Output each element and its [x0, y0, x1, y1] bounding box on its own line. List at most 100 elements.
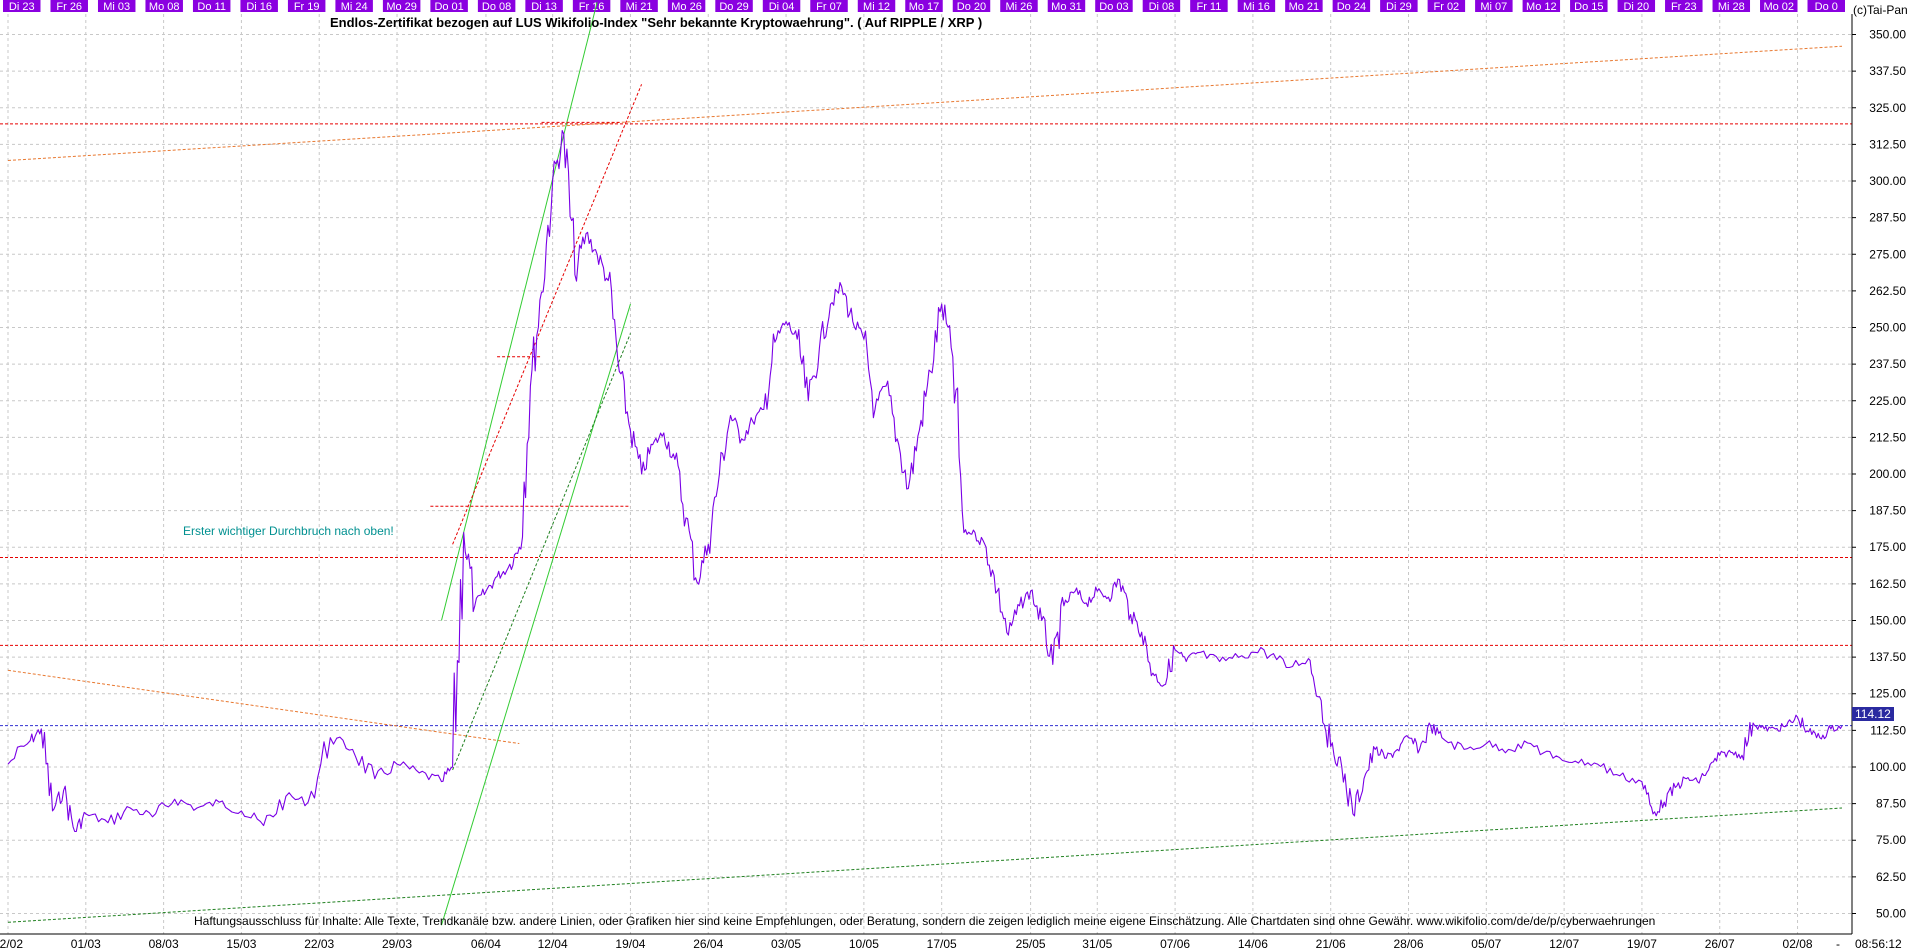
top-date-box	[477, 0, 516, 12]
top-date-label: Mi 24	[341, 1, 368, 13]
top-date-box	[145, 0, 183, 12]
top-date-box	[525, 0, 563, 12]
x-tick-label: 14/06	[1238, 937, 1268, 951]
clock-label: 08:56:12	[1855, 937, 1902, 951]
top-date-label: Mi 03	[103, 1, 130, 13]
top-date-label: Di 16	[246, 1, 272, 13]
y-tick-label: 175.00	[1869, 540, 1906, 554]
top-date-box	[1427, 0, 1466, 12]
top-date-box	[810, 0, 848, 12]
disclaimer-text: Haftungsausschluss für Inhalte: Alle Tex…	[194, 914, 1655, 928]
top-date-label: Fr 19	[294, 1, 320, 13]
y-tick-label: 275.00	[1869, 247, 1906, 261]
x-tick-label: 19/07	[1627, 937, 1657, 951]
y-tick-label: 237.50	[1869, 357, 1906, 371]
top-date-box	[1047, 0, 1086, 12]
top-date-box	[572, 0, 611, 12]
top-date-box	[1522, 0, 1561, 12]
top-date-box	[952, 0, 991, 12]
top-date-label: Di 08	[1149, 1, 1175, 13]
top-date-label: Do 29	[719, 1, 748, 13]
y-tick-label: 300.00	[1869, 174, 1906, 188]
y-tick-label: 225.00	[1869, 394, 1906, 408]
top-date-label: Di 13	[531, 1, 557, 13]
x-tick-label: 17/05	[927, 937, 957, 951]
top-date-label: Fr 16	[579, 1, 605, 13]
x-tick-label: 12/07	[1549, 937, 1579, 951]
last-price-box	[1852, 707, 1894, 721]
y-tick-label: 325.00	[1869, 101, 1906, 115]
top-date-label: Mo 29	[386, 1, 417, 13]
trend-line	[452, 333, 631, 771]
top-date-box	[287, 0, 326, 12]
top-date-box	[1380, 0, 1418, 12]
y-tick-label: 350.00	[1869, 28, 1906, 42]
x-tick-label: 29/03	[382, 937, 412, 951]
trend-line	[441, 303, 631, 926]
top-date-label: Fr 26	[56, 1, 82, 13]
top-date-box	[1807, 0, 1845, 12]
top-date-label: Mo 21	[1289, 1, 1320, 13]
top-date-box	[905, 0, 943, 12]
annotation-label: Erster wichtiger Durchbruch nach oben!	[183, 524, 394, 538]
y-tick-label: 87.50	[1876, 797, 1906, 811]
y-tick-label: 187.50	[1869, 504, 1906, 518]
x-tick-label: 21/06	[1316, 937, 1346, 951]
top-date-box	[3, 0, 41, 12]
y-tick-label: 112.50	[1870, 723, 1906, 737]
top-date-label: Di 20	[1623, 1, 1649, 13]
y-axis: 50.00 62.50 75.00 87.50 100.00 112.50 125.00 13…	[1851, 14, 1906, 934]
x-tick-label: 07/06	[1160, 937, 1190, 951]
dash-label: -	[1836, 937, 1840, 951]
top-date-label: Fr 07	[816, 1, 842, 13]
top-date-label: Do 24	[1337, 1, 1366, 13]
y-tick-label: 75.00	[1876, 833, 1906, 847]
top-date-box	[620, 0, 658, 12]
top-date-box	[1190, 0, 1228, 12]
y-tick-label: 125.00	[1869, 687, 1906, 701]
top-date-box	[1095, 0, 1133, 12]
top-date-box	[382, 0, 421, 12]
top-date-box	[335, 0, 373, 12]
top-date-label: Mi 07	[1480, 1, 1507, 13]
y-tick-label: 62.50	[1876, 870, 1906, 884]
top-date-label: Fr 23	[1671, 1, 1697, 13]
top-date-box	[667, 0, 706, 12]
top-date-box	[857, 0, 896, 12]
trend-line	[7, 807, 1843, 923]
top-date-label: Mo 08	[149, 1, 180, 13]
y-tick-label: 200.00	[1869, 467, 1906, 481]
x-tick-label: 01/03	[71, 937, 101, 951]
series-layer	[7, 130, 1843, 833]
top-date-label: Fr 02	[1434, 1, 1460, 13]
top-date-box	[192, 0, 231, 12]
top-date-label: Mo 31	[1051, 1, 1082, 13]
last-price-label: 114.12	[1855, 707, 1891, 721]
top-date-box	[1237, 0, 1276, 12]
top-date-box	[50, 0, 88, 12]
x-tick-label: 02/08	[1783, 937, 1813, 951]
x-tick-label: 22/03	[304, 937, 334, 951]
x-tick-label: 10/05	[849, 937, 879, 951]
top-date-label: Mi 12	[863, 1, 890, 13]
trend-line	[452, 84, 643, 545]
y-tick-label: 137.50	[1869, 650, 1906, 664]
top-date-bar: Di 23 Fr 26 Mi 03 Mo 08 Do 11 Di 16 Fr 19 Mi 24…	[3, 0, 1845, 13]
y-tick-label: 262.50	[1869, 284, 1906, 298]
top-date-label: Fr 11	[1196, 1, 1221, 13]
top-date-box	[1570, 0, 1608, 12]
y-tick-label: 162.50	[1869, 577, 1906, 591]
y-tick-label: 337.50	[1869, 64, 1906, 78]
top-date-label: Mi 26	[1006, 1, 1033, 13]
reference-lines	[0, 2, 1852, 926]
y-tick-label: 250.00	[1869, 321, 1906, 335]
y-tick-label: 150.00	[1869, 613, 1906, 627]
grid	[0, 14, 1852, 934]
top-date-label: Mo 26	[671, 1, 702, 13]
top-date-box	[1285, 0, 1323, 12]
top-date-label: Di 23	[9, 1, 35, 13]
x-tick-label: 12/04	[538, 937, 568, 951]
top-date-box	[1712, 0, 1751, 12]
top-date-box	[97, 0, 136, 12]
